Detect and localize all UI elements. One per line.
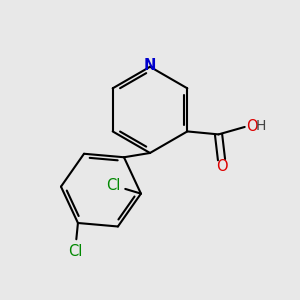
Text: O: O <box>246 118 258 134</box>
Text: H: H <box>256 119 266 133</box>
Text: O: O <box>216 159 227 174</box>
Text: N: N <box>144 58 156 74</box>
Text: Cl: Cl <box>106 178 120 193</box>
Text: Cl: Cl <box>68 244 82 260</box>
